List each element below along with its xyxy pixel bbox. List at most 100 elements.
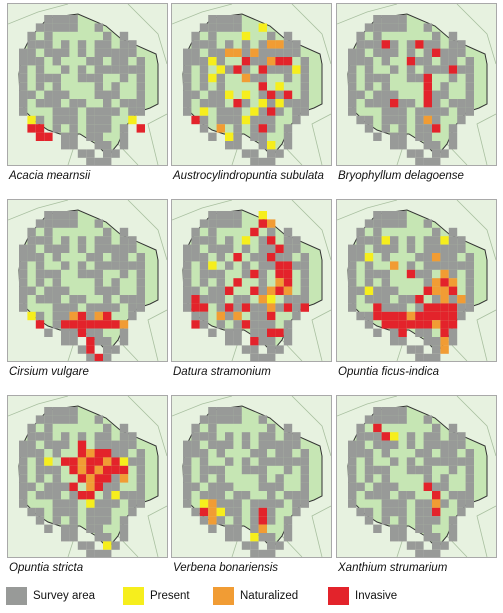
survey-cell [373,269,382,279]
survey-cell [35,311,45,321]
survey-cell [423,278,432,287]
survey-cell [183,474,192,483]
survey-cell [432,227,441,237]
survey-cell [440,440,449,449]
survey-cell [267,227,276,237]
invasive-cell [94,320,103,329]
survey-cell [103,124,112,133]
survey-cell [250,345,259,354]
survey-cell [457,48,466,57]
survey-cell [183,440,192,449]
invasive-cell [415,311,424,321]
survey-cell [364,491,374,500]
survey-cell [250,541,259,550]
survey-cell [448,269,458,279]
survey-cell [465,65,474,74]
survey-cell [94,65,103,74]
survey-cell [69,516,78,525]
survey-cell [275,90,284,99]
survey-cell [208,415,217,424]
survey-cell [448,253,458,262]
survey-cell [283,320,293,329]
survey-cell [292,244,301,253]
present-cell [225,132,234,141]
survey-cell [103,303,112,312]
survey-cell [267,115,276,125]
survey-cell [111,48,120,57]
survey-cell [432,440,441,449]
invasive-cell [191,320,200,329]
survey-cell [381,57,390,66]
invasive-cell [77,449,87,458]
survey-cell [86,253,95,262]
survey-cell [241,244,251,253]
invasive-cell [258,516,267,525]
survey-cell [208,90,217,99]
survey-cell [103,31,112,41]
survey-cell [348,57,357,66]
survey-cell [440,107,449,116]
survey-cell [216,482,225,491]
survey-cell [52,244,61,253]
survey-cell [35,23,45,32]
survey-cell [119,57,129,66]
survey-cell [119,48,129,57]
survey-cell [216,465,225,475]
survey-cell [136,57,145,66]
survey-cell [432,115,441,125]
invasive-cell [432,311,441,321]
invasive-cell [423,73,432,83]
survey-cell [300,286,309,295]
survey-cell [77,269,87,279]
survey-cell [356,311,365,321]
survey-cell [241,457,251,466]
survey-cell [111,541,120,550]
survey-cell [364,465,374,475]
survey-cell [199,57,209,66]
survey-cell [183,48,192,57]
survey-cell [111,65,120,74]
survey-cell [111,449,120,458]
naturalized-cell [86,482,95,491]
survey-cell [111,440,120,449]
invasive-cell [398,320,407,329]
survey-cell [300,278,309,287]
survey-cell [35,99,45,108]
naturalized-cell [250,48,259,57]
survey-cell [423,269,432,279]
survey-cell [440,261,449,270]
naturalized-cell [267,40,276,49]
survey-cell [103,516,112,525]
survey-cell [373,432,382,441]
survey-cell [381,73,390,83]
survey-cell [300,57,309,66]
survey-cell [398,303,407,312]
survey-cell [191,423,200,433]
survey-cell [356,440,365,449]
survey-cell [267,541,276,550]
survey-cell [448,432,458,441]
survey-cell [216,516,225,525]
survey-cell [27,31,36,41]
survey-cell [52,311,61,321]
survey-cell [233,132,242,141]
invasive-cell [136,124,145,133]
invasive-cell [283,269,293,279]
survey-cell [258,415,267,424]
invasive-cell [373,423,382,433]
survey-cell [415,507,424,517]
survey-cell [216,219,225,228]
survey-cell [119,491,129,500]
survey-cell [275,107,284,116]
survey-cell [136,99,145,108]
survey-cell [103,533,112,542]
naturalized-cell [432,253,441,262]
survey-cell [103,432,112,441]
survey-cell [27,90,36,99]
survey-cell [348,90,357,99]
survey-cell [267,31,276,41]
survey-cell [103,99,112,108]
survey-cell [432,549,441,557]
survey-cell [61,524,70,533]
survey-cell [136,73,145,83]
